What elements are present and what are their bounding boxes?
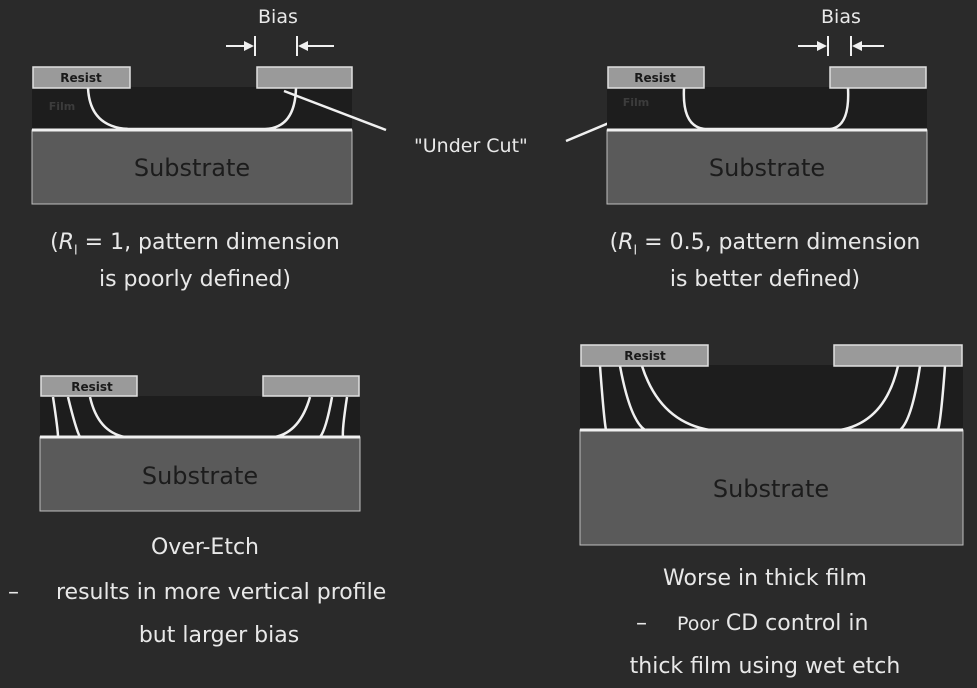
over-etch-bullet: – — [8, 580, 19, 605]
caption-top-left-line2: is poorly defined) — [98, 266, 291, 292]
partial-etch-profile — [682, 87, 850, 131]
bias-arrowhead — [244, 41, 254, 51]
substrate-label: Substrate — [713, 475, 829, 503]
bias-label-left: Bias — [258, 6, 298, 28]
r-symbol: R — [58, 230, 75, 255]
r-symbol: R — [618, 230, 634, 255]
diagram-thick-film: Resist Substrate — [579, 344, 964, 546]
caption-top-left-line1: (Rl = 1, pattern dimension — [30, 230, 360, 259]
substrate-label: Substrate — [709, 154, 825, 182]
etch-front-2 — [66, 396, 82, 438]
caption-text: = 0.5, pattern dimension — [637, 230, 921, 255]
caption-text: = 1, pattern dimension — [77, 230, 340, 255]
etch-front-2 — [899, 365, 922, 431]
diagram-isotropic-rl1: Resist Film Substrate — [31, 36, 353, 205]
thick-film-title: Worse in thick film — [663, 566, 867, 591]
bias-arrowhead — [817, 41, 827, 51]
resist-right — [256, 66, 353, 89]
etch-front-3 — [640, 365, 711, 432]
resist-left — [40, 375, 138, 397]
resist-right — [262, 375, 360, 397]
etch-front-1 — [51, 396, 60, 438]
bias-arrowhead — [298, 41, 308, 51]
under-cut-pointer-left — [283, 89, 387, 132]
thick-film-line2: thick film using wet etch — [629, 654, 901, 679]
caption-top-right-line1: (Rl = 0.5, pattern dimension — [585, 230, 945, 259]
substrate-label: Substrate — [142, 462, 258, 490]
resist-right — [833, 344, 963, 367]
diagram-anisotropic-rl05: Resist Film Substrate — [606, 36, 928, 205]
paren: ( — [609, 230, 619, 255]
substrate-block — [31, 129, 353, 205]
etch-front-3 — [274, 396, 312, 439]
caption-top-right-line2: is better defined) — [669, 266, 861, 292]
etch-front-3 — [88, 396, 126, 439]
film-layer — [580, 365, 963, 430]
thick-film-line1: Poor CD control in — [677, 611, 868, 637]
caption-top-right: (Rl = 0.5, pattern dimension is better d… — [585, 230, 945, 293]
film-label: Film — [49, 100, 76, 113]
resist-label: Resist — [71, 380, 113, 394]
over-etch-line1: results in more vertical profile — [56, 580, 387, 605]
etch-front-2 — [618, 365, 646, 432]
thick-film-bullet: – — [636, 611, 647, 636]
under-cut-label: "Under Cut" — [414, 135, 528, 157]
resist-left — [580, 344, 709, 367]
over-etch-title: Over-Etch — [150, 535, 259, 560]
poor-word: Poor — [677, 613, 719, 635]
paren: ( — [50, 230, 59, 255]
film-label: Film — [623, 96, 650, 109]
caption-top-left: (Rl = 1, pattern dimension is poorly def… — [30, 230, 360, 293]
cd-control-text: CD control in — [718, 611, 869, 636]
bias-arrowhead — [852, 41, 862, 51]
bias-label-right: Bias — [821, 6, 861, 28]
substrate-block — [606, 129, 928, 205]
r-subscript: l — [74, 243, 78, 259]
substrate-block — [39, 436, 361, 512]
isotropic-etch-profile — [86, 87, 298, 131]
etch-front-1 — [341, 396, 349, 438]
resist-right — [829, 66, 927, 89]
resist-label: Resist — [634, 71, 676, 85]
resist-left — [32, 66, 131, 89]
etch-front-1 — [936, 365, 947, 431]
resist-label: Resist — [624, 349, 666, 363]
diagram-over-etch: Resist Substrate — [39, 375, 361, 512]
r-subscript: l — [633, 243, 638, 259]
resist-label: Resist — [60, 71, 102, 85]
etch-front-3 — [839, 365, 900, 432]
etch-front-1 — [598, 365, 608, 431]
etch-front-2 — [318, 396, 334, 438]
substrate-block — [579, 429, 964, 546]
film-layer — [40, 396, 360, 437]
resist-left — [607, 66, 705, 89]
over-etch-line2: but larger bias — [138, 623, 300, 648]
substrate-label: Substrate — [134, 154, 250, 182]
